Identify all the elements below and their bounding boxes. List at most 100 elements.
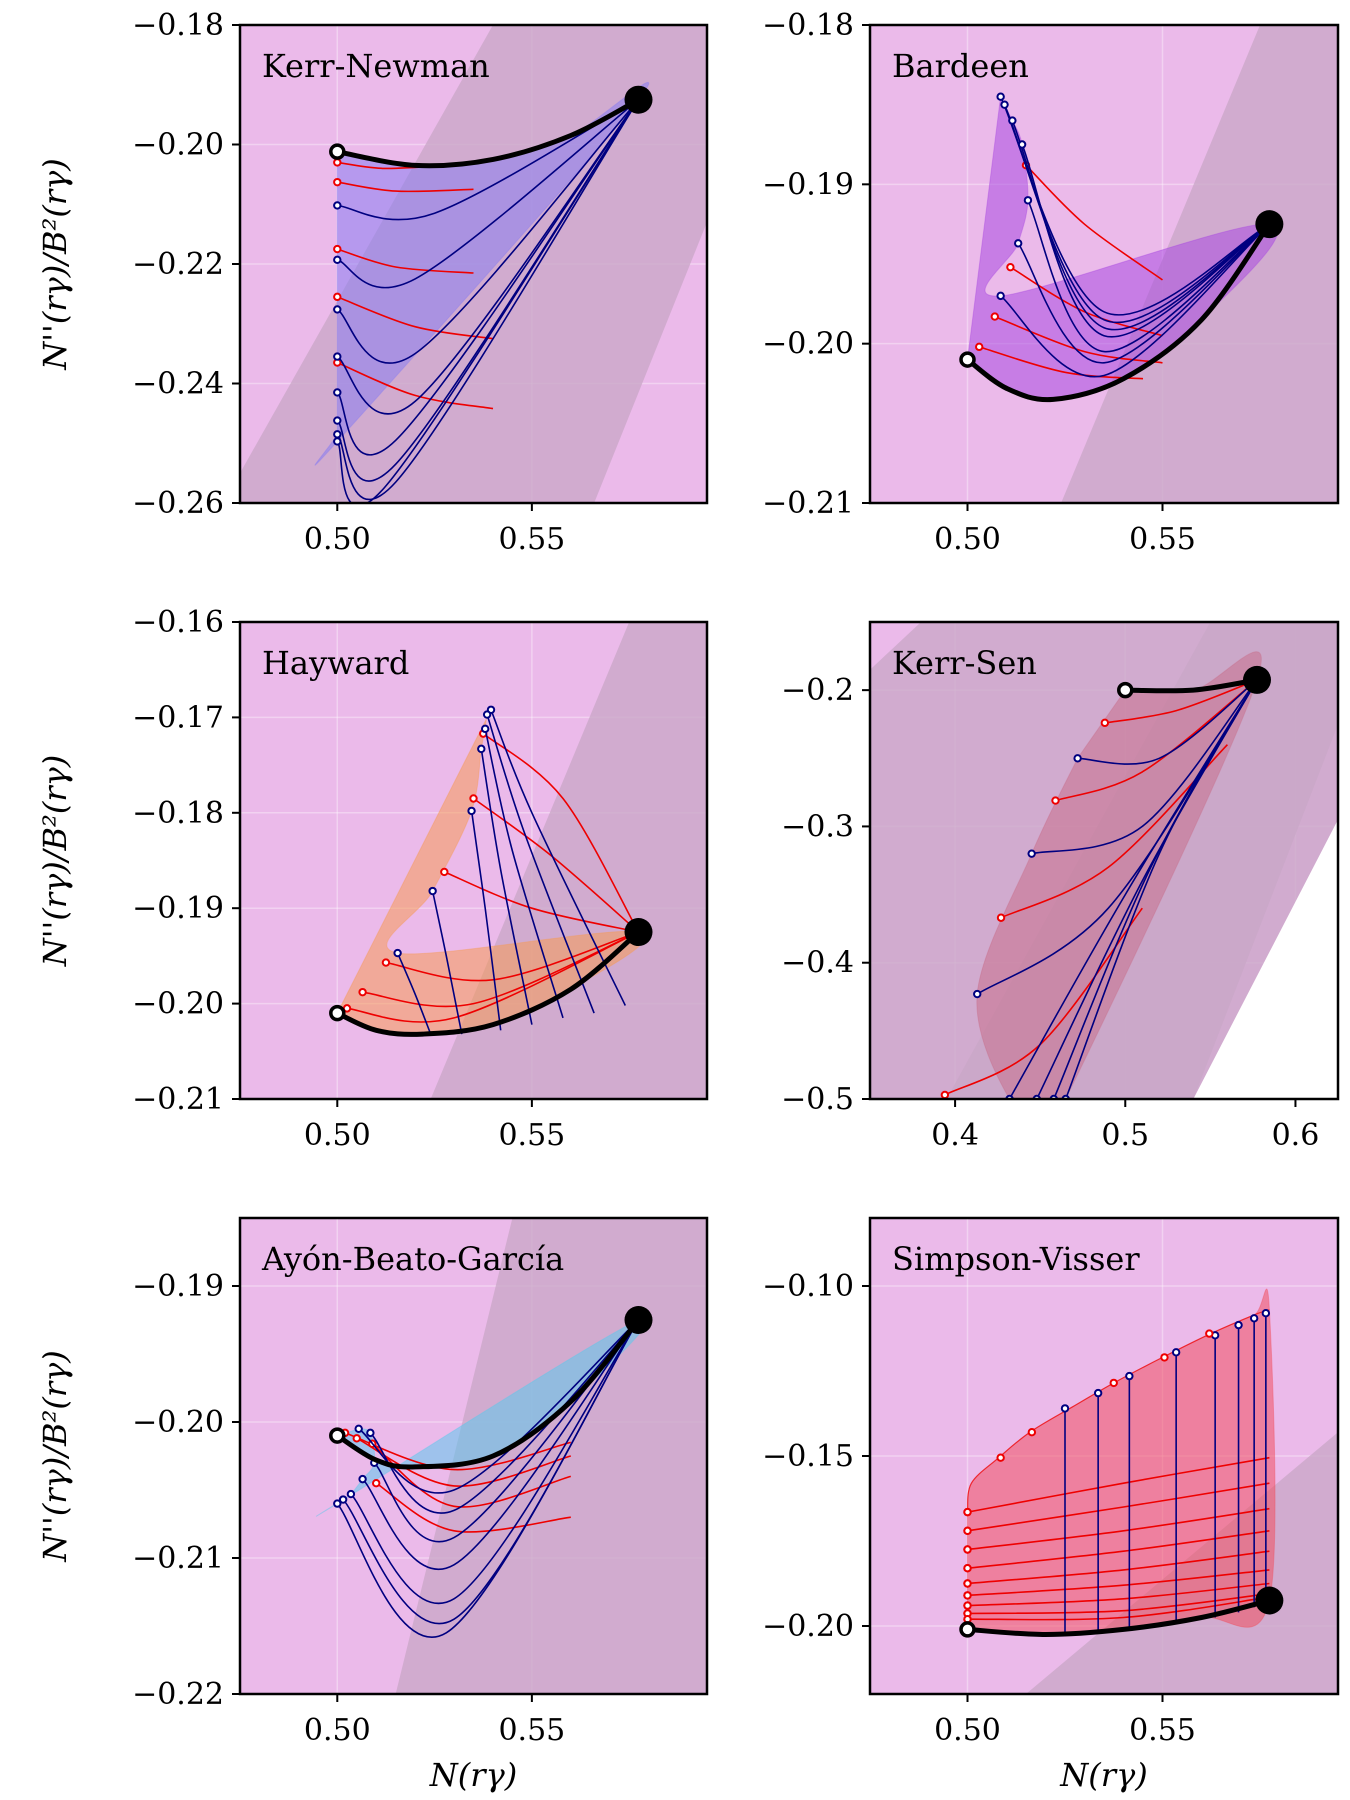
blue-curve [1021, 144, 1270, 338]
panel-title: Bardeen [892, 47, 1029, 85]
blue-curve [1003, 104, 1270, 324]
start-point-marker [959, 351, 976, 368]
end-point-marker [624, 918, 653, 947]
start-point-marker [329, 143, 346, 160]
red-curve [994, 315, 1163, 364]
plot-area [870, 25, 1338, 503]
x-tick-label: 0.5 [1101, 1118, 1149, 1153]
blue-curve [336, 99, 640, 289]
y-tick-label: −0.18 [132, 8, 224, 43]
y-tick-label: −0.22 [132, 247, 224, 282]
red-curve [337, 181, 474, 193]
start-point-marker [1117, 681, 1134, 699]
y-tick-label: −0.4 [781, 946, 854, 981]
red-curve-marker [963, 1601, 972, 1610]
y-tick-label: −0.26 [132, 486, 224, 521]
x-axis-label: N(rγ) [1059, 1756, 1147, 1794]
red-curve [967, 1596, 1270, 1621]
x-axis-label: N(rγ) [429, 1756, 517, 1794]
blue-curve-marker [1008, 116, 1017, 125]
red-curve-marker [940, 1090, 950, 1099]
plot-area [870, 622, 1338, 1099]
blue-curve [480, 748, 533, 1025]
blue-curve-marker [477, 744, 486, 754]
red-curve-marker [975, 342, 984, 352]
blue-curve [486, 714, 595, 1014]
red-curve-marker [963, 1564, 972, 1573]
y-tick-label: −0.20 [132, 128, 224, 163]
blue-curve [336, 99, 640, 456]
red-curve [337, 248, 474, 274]
blue-curve-marker [338, 1495, 348, 1504]
red-curve-marker [963, 1526, 972, 1536]
blue-curve [350, 1319, 640, 1605]
red-curve [337, 296, 494, 340]
blue-curve [1064, 679, 1258, 1099]
plot-area [240, 622, 707, 1099]
blue-vertical-marker [1171, 1348, 1181, 1357]
blue-curve-marker [366, 1428, 375, 1438]
y-tick-label: −0.10 [762, 1269, 854, 1304]
red-curve-marker [1205, 1329, 1214, 1338]
y-tick-label: −0.16 [132, 605, 224, 640]
blue-curve [1031, 679, 1258, 855]
red-curve-marker [358, 987, 367, 997]
x-tick-label: 0.55 [1129, 522, 1196, 557]
y-tick-label: −0.24 [132, 367, 224, 402]
blue-curve-marker [333, 305, 342, 314]
unshaded-region [1193, 819, 1338, 1099]
outline-curve [336, 97, 640, 169]
red-curve-marker [469, 794, 478, 803]
x-tick-label: 0.55 [498, 1713, 565, 1748]
x-tick-label: 0.50 [934, 1713, 1001, 1748]
red-curve-marker [440, 867, 449, 877]
x-tick-label: 0.55 [498, 522, 565, 557]
y-tick-label: −0.2 [781, 673, 854, 708]
red-curve-marker [963, 1591, 972, 1600]
blue-curve-marker [333, 416, 342, 425]
axes-frame [238, 620, 709, 1101]
panel-2: 0.50 0.55 −0.21 −0.20 −0.19 −0.18 −0.17 −0.16 Ha… [36, 605, 709, 1153]
panel-5: 0.50 0.55 −0.20 −0.15 −0.10 Simpson-Visser N(r… [762, 1216, 1340, 1794]
red-curve [967, 1592, 1270, 1615]
x-tick-label: 0.50 [304, 1118, 371, 1153]
blue-vertical-marker [1125, 1371, 1134, 1381]
red-curve-marker [963, 1579, 972, 1588]
y-tick-label: −0.20 [132, 1405, 224, 1440]
x-tick-label: 0.50 [304, 1713, 371, 1748]
red-curve-marker [333, 244, 342, 254]
blue-curve [1017, 223, 1270, 364]
blue-curve [490, 709, 627, 1006]
panel-4: 0.50 0.55 −0.22 −0.21 −0.20 −0.19 Ayón-Beato-G… [36, 1216, 709, 1794]
y-tick-label: −0.20 [762, 1609, 854, 1644]
x-tick-label: 0.4 [931, 1118, 979, 1153]
blue-curve-marker [482, 710, 492, 719]
blue-curve-marker [333, 430, 342, 439]
red-curve-marker [1160, 1353, 1169, 1362]
outline-curve [967, 1598, 1271, 1638]
blue-curve [470, 810, 502, 1031]
blue-curve [336, 99, 640, 501]
y-tick-label: −0.5 [781, 1082, 854, 1117]
y-tick-label: −0.21 [132, 1082, 224, 1117]
red-curve-marker [963, 1507, 972, 1517]
blue-vertical-marker [1234, 1320, 1243, 1330]
y-tick-label: −0.17 [132, 700, 224, 735]
end-point-marker [1255, 210, 1284, 239]
red-curve-marker [333, 158, 342, 167]
red-curve-marker [1051, 796, 1060, 805]
red-curve-marker [963, 1545, 972, 1554]
y-axis-label: N''(rγ)/B²(rγ) [36, 1350, 74, 1563]
blue-curve [1011, 120, 1270, 331]
red-curve-marker [1100, 718, 1110, 728]
blue-curve [431, 890, 463, 1035]
red-curve-marker [1006, 262, 1015, 272]
y-tick-label: −0.19 [132, 1269, 224, 1304]
blue-curve-marker [467, 806, 476, 816]
blue-curve [1077, 679, 1258, 765]
blue-curve-marker [333, 352, 342, 361]
panel-title: Kerr-Sen [892, 644, 1037, 682]
blue-curve-marker [333, 1499, 342, 1508]
red-curve [1025, 164, 1163, 281]
